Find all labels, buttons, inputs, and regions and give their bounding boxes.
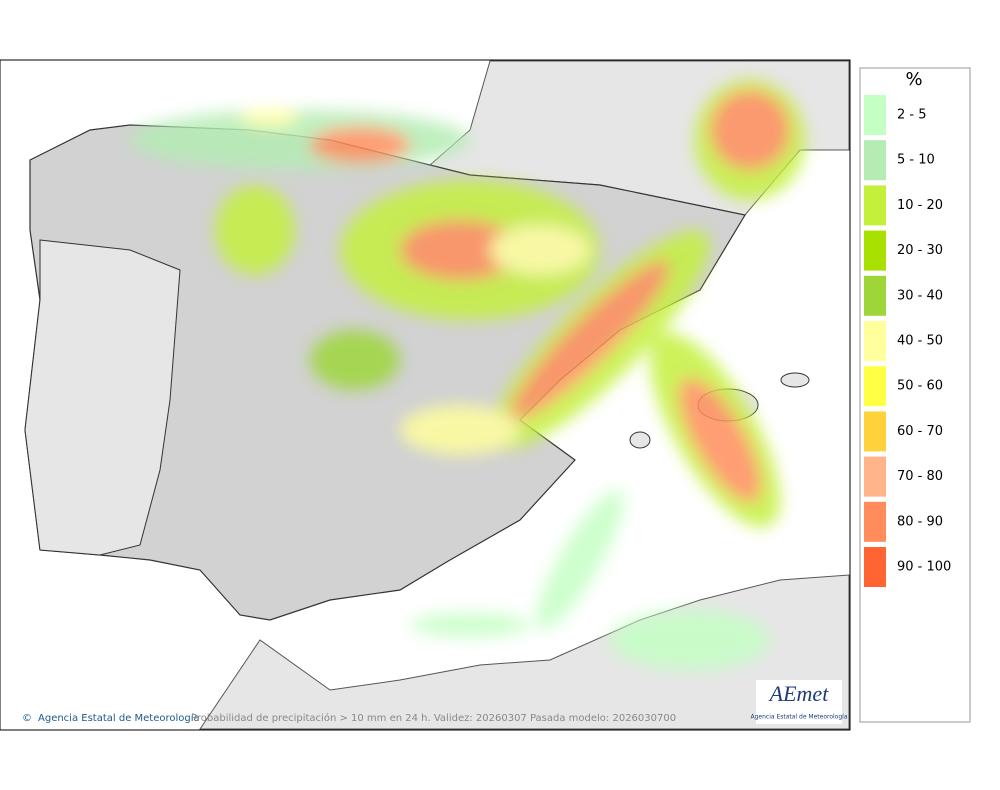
copyright-icon: ©: [22, 713, 32, 724]
credit: Agencia Estatal de Meteorología: [38, 712, 200, 724]
logo-name: AEmet: [768, 681, 830, 706]
legend-swatch: [864, 321, 886, 361]
legend-label: 10 - 20: [897, 198, 943, 213]
map: [0, 59, 851, 731]
legend-swatch: [864, 366, 886, 407]
legend-label: 80 - 90: [897, 514, 943, 529]
legend-swatch: [864, 185, 886, 226]
legend-label: 60 - 70: [897, 424, 943, 439]
caption: Probabilidad de precipitación > 10 mm en…: [191, 712, 676, 724]
legend-swatch: [864, 95, 886, 135]
legend: % 2 - 5 5 - 10 10 - 20 20 - 30 30 - 40 40 - 5…: [859, 67, 971, 723]
legend-swatch: [864, 501, 886, 542]
legend-label: 2 - 5: [897, 108, 927, 123]
legend-swatch: [864, 275, 886, 316]
legend-label: 90 - 100: [897, 560, 951, 575]
legend-title: %: [905, 69, 922, 90]
menorca: [780, 372, 810, 388]
legend-swatch: [864, 411, 886, 452]
legend-swatch: [864, 230, 886, 271]
legend-items: 2 - 5 5 - 10 10 - 20 20 - 30 30 - 40 40 - 50 5…: [864, 95, 951, 587]
logo-subtitle: Agencia Estatal de Meteorología: [751, 714, 848, 721]
legend-label: 20 - 30: [897, 243, 943, 258]
legend-swatch: [864, 456, 886, 497]
portugal: [24, 239, 181, 556]
legend-label: 30 - 40: [897, 288, 943, 303]
logo: AEmet Agencia Estatal de Meteorología: [751, 680, 848, 724]
probability-field: [130, 80, 805, 670]
legend-label: 70 - 80: [897, 469, 943, 484]
legend-swatch: [864, 140, 886, 181]
logo-box: [756, 680, 842, 724]
ibiza: [629, 431, 651, 449]
legend-label: 5 - 10: [897, 153, 935, 168]
legend-label: 50 - 60: [897, 379, 943, 394]
legend-label: 40 - 50: [897, 334, 943, 349]
legend-swatch: [864, 547, 886, 587]
